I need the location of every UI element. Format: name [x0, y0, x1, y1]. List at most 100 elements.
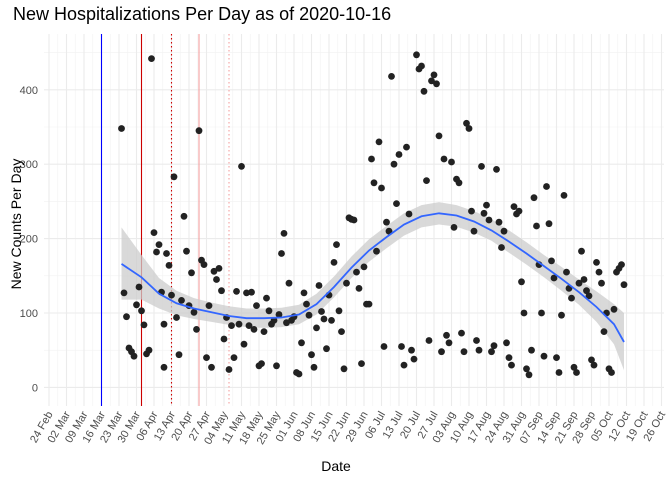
data-point	[483, 201, 490, 209]
y-tick-label: 300	[20, 159, 38, 171]
data-point	[425, 337, 433, 344]
data-point	[245, 322, 253, 329]
data-point	[208, 363, 215, 371]
data-point	[585, 292, 593, 300]
data-point	[528, 346, 535, 354]
data-point	[510, 203, 518, 211]
data-point	[360, 263, 368, 271]
data-point	[458, 329, 465, 337]
y-tick-label: 400	[20, 85, 38, 97]
data-point	[358, 360, 365, 367]
data-point	[145, 346, 153, 354]
data-point	[130, 352, 138, 360]
data-point	[593, 259, 600, 266]
data-point	[315, 282, 323, 289]
data-point	[175, 351, 183, 359]
data-point	[203, 354, 210, 361]
data-point	[278, 250, 285, 257]
data-point	[498, 244, 505, 251]
data-point	[515, 207, 523, 215]
data-point	[578, 247, 585, 255]
data-point	[190, 308, 198, 316]
data-point	[523, 365, 530, 373]
data-point	[375, 138, 383, 146]
data-point	[428, 77, 435, 85]
data-point	[413, 51, 420, 59]
data-point	[380, 343, 388, 350]
data-point	[568, 294, 575, 302]
data-point	[418, 62, 425, 70]
data-point	[275, 311, 283, 318]
data-point	[600, 328, 608, 335]
data-point	[558, 311, 565, 319]
data-point	[140, 321, 148, 329]
data-point	[213, 276, 220, 283]
data-point	[563, 268, 570, 276]
data-point	[365, 300, 373, 308]
data-point	[138, 307, 145, 315]
data-point	[168, 291, 175, 299]
data-point	[370, 179, 378, 187]
data-point	[495, 218, 503, 226]
data-point	[308, 351, 315, 359]
confidence-band	[121, 202, 624, 371]
data-point	[398, 343, 405, 350]
data-point	[588, 356, 595, 364]
data-point	[430, 71, 438, 79]
data-point	[220, 335, 228, 343]
data-point	[435, 132, 443, 140]
data-point	[478, 163, 485, 170]
data-point	[238, 163, 245, 170]
data-point	[155, 241, 163, 249]
data-point	[388, 73, 395, 80]
data-point	[230, 354, 238, 361]
data-point	[260, 328, 268, 335]
data-point	[173, 314, 180, 321]
data-point	[340, 365, 348, 373]
data-point	[450, 224, 458, 231]
data-point	[438, 348, 445, 356]
data-point	[468, 207, 475, 215]
data-point	[443, 331, 450, 339]
data-point	[488, 348, 495, 356]
data-point	[165, 262, 173, 269]
data-point	[160, 363, 168, 371]
data-point	[298, 339, 305, 347]
data-point	[505, 354, 513, 361]
data-point	[423, 177, 430, 185]
data-point	[540, 352, 548, 360]
data-point	[310, 363, 318, 371]
data-point	[135, 283, 143, 291]
data-point	[258, 360, 265, 367]
data-point	[590, 361, 598, 369]
data-point	[620, 281, 628, 289]
data-point	[480, 209, 488, 217]
data-point	[503, 339, 510, 347]
data-point	[403, 143, 410, 151]
data-point	[373, 247, 380, 255]
data-point	[280, 230, 288, 237]
data-point	[215, 265, 223, 272]
data-point	[305, 311, 313, 319]
data-point	[285, 279, 293, 287]
data-point	[210, 267, 218, 275]
data-point	[228, 322, 235, 329]
y-tick-label: 200	[20, 234, 38, 246]
data-point	[408, 346, 415, 354]
data-point	[520, 309, 528, 317]
data-point	[320, 315, 328, 323]
data-point	[465, 125, 473, 132]
data-point	[460, 348, 468, 356]
data-point	[160, 320, 168, 328]
data-point	[300, 289, 308, 297]
data-point	[475, 346, 483, 354]
data-point	[400, 361, 408, 369]
y-tick-label: 100	[20, 308, 38, 320]
data-point	[243, 289, 250, 297]
data-point	[330, 259, 338, 266]
data-point	[548, 257, 555, 265]
data-point	[405, 210, 413, 218]
data-point	[395, 151, 403, 158]
data-point	[525, 371, 533, 379]
